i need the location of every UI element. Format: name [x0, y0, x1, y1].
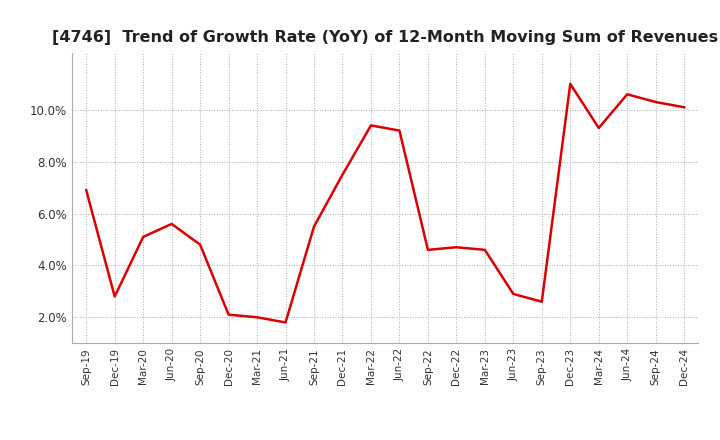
- Title: [4746]  Trend of Growth Rate (YoY) of 12-Month Moving Sum of Revenues: [4746] Trend of Growth Rate (YoY) of 12-…: [52, 29, 719, 45]
